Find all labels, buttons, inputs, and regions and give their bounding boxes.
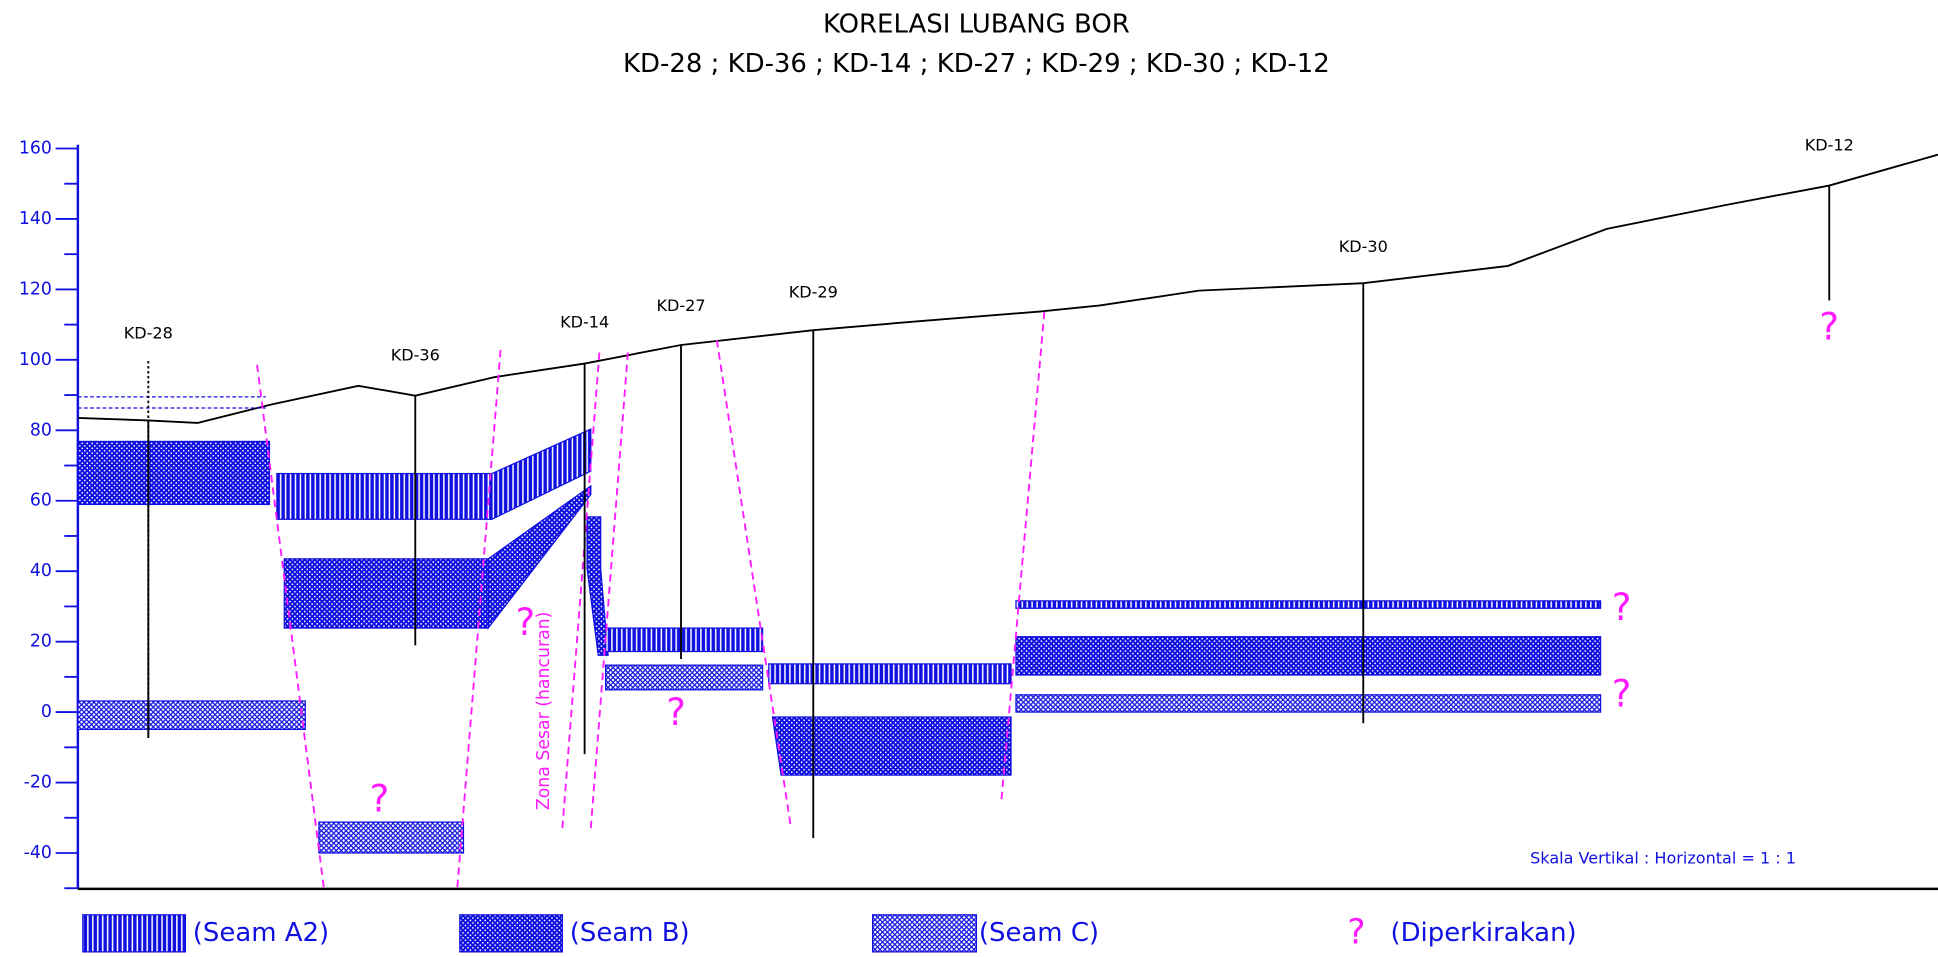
question-mark: ? — [666, 691, 686, 734]
borehole-label: KD-29 — [789, 283, 838, 302]
question-mark: ? — [515, 601, 535, 644]
seam-c — [319, 822, 464, 853]
question-mark: ? — [1612, 673, 1632, 716]
y-tick-label: 0 — [41, 702, 52, 722]
y-tick-label: 100 — [19, 350, 52, 370]
seam-b — [1016, 637, 1601, 675]
seam-b — [284, 559, 488, 628]
ground-surface — [78, 155, 1938, 423]
y-tick-label: 80 — [30, 420, 52, 440]
seam-c — [606, 665, 763, 690]
seam-c — [78, 701, 305, 729]
borehole-label: KD-27 — [656, 296, 705, 315]
borehole-label: KD-14 — [560, 312, 609, 331]
seam-b — [772, 717, 1011, 775]
subtitle: KD-28 ; KD-36 ; KD-14 ; KD-27 ; KD-29 ; … — [623, 49, 1330, 79]
y-tick-label: 60 — [30, 491, 52, 511]
y-tick-label: -40 — [24, 843, 52, 863]
y-tick-label: 40 — [30, 561, 52, 581]
legend-symbol: ? — [1347, 912, 1365, 952]
borehole-label: KD-30 — [1339, 237, 1388, 256]
fault-zone-label: Zona Sesar (hancuran) — [534, 612, 554, 811]
y-tick-label: 20 — [30, 632, 52, 652]
legend-label: (Diperkirakan) — [1390, 918, 1576, 948]
seam-b — [587, 517, 608, 655]
legend-label: (Seam C) — [979, 918, 1099, 948]
y-tick-label: 160 — [19, 138, 52, 158]
legend-swatch — [83, 915, 186, 952]
y-tick-label: -20 — [24, 773, 52, 793]
seams — [78, 429, 1601, 853]
seam-b — [78, 441, 270, 504]
borehole-label: KD-28 — [124, 323, 173, 342]
seam-a2 — [277, 474, 492, 520]
question-mark: ? — [1612, 586, 1632, 629]
title: KORELASI LUBANG BOR — [823, 9, 1130, 39]
page: {"header": {"title": "KORELASI LUBANG BO… — [0, 0, 1938, 957]
cross-section: KORELASI LUBANG BOR KD-28 ; KD-36 ; KD-1… — [0, 0, 1938, 957]
seam-a2 — [769, 664, 1011, 684]
question-mark: ? — [370, 778, 390, 821]
scale-note: Skala Vertikal : Horizontal = 1 : 1 — [1530, 849, 1796, 868]
borehole-label: KD-12 — [1805, 136, 1854, 155]
seam-a2 — [1016, 601, 1601, 608]
y-tick-label: 120 — [19, 279, 52, 299]
legend-swatch — [460, 915, 563, 952]
seam-a2 — [606, 628, 763, 651]
borehole-label: KD-36 — [391, 346, 440, 365]
seam-c — [1016, 695, 1601, 712]
legend-label: (Seam A2) — [193, 918, 329, 948]
question-mark: ? — [1819, 305, 1839, 348]
legend: (Seam A2) (Seam B) (Seam C) ? (Diperkira… — [83, 912, 1577, 952]
y-tick-label: 140 — [19, 209, 52, 229]
legend-label: (Seam B) — [570, 918, 690, 948]
y-ticks: -40 -20 0 20 40 60 80 100 120 140 160 — [19, 138, 78, 888]
legend-swatch — [873, 915, 977, 952]
